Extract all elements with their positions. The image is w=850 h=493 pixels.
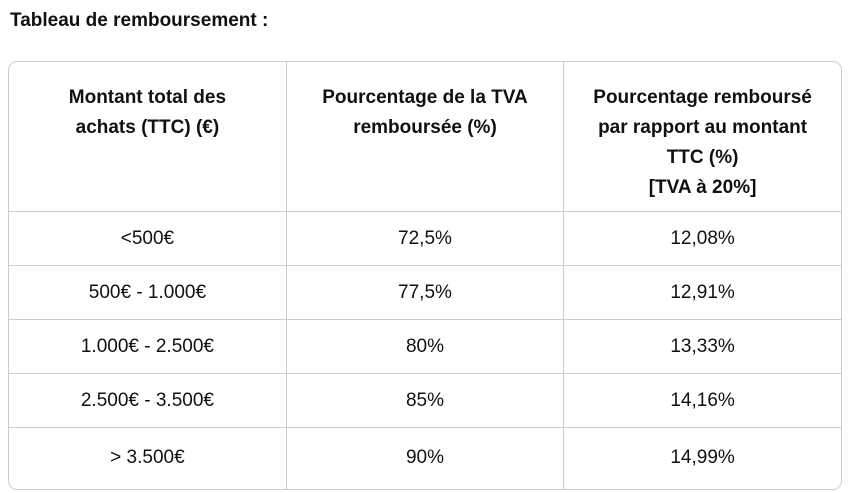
table-row: 2.500€ - 3.500€ 85% 14,16% bbox=[9, 373, 841, 428]
table-cell: 2.500€ - 3.500€ bbox=[9, 373, 287, 428]
column-header: Pourcentage de la TVA remboursée (%) bbox=[286, 62, 565, 212]
table-cell: > 3.500€ bbox=[9, 427, 287, 489]
header-row: Montant total des achats (TTC) (€) Pource… bbox=[9, 62, 841, 212]
table-cell: 80% bbox=[286, 319, 565, 374]
table-cell: 14,16% bbox=[563, 373, 841, 428]
table-cell: 500€ - 1.000€ bbox=[9, 265, 287, 320]
table-cell: <500€ bbox=[9, 211, 287, 266]
table-cell: 12,91% bbox=[563, 265, 841, 320]
reimbursement-table: Montant total des achats (TTC) (€) Pource… bbox=[9, 62, 841, 489]
column-header: Pourcentage remboursé par rapport au mon… bbox=[563, 62, 841, 212]
table-cell: 14,99% bbox=[670, 447, 735, 469]
table-cell: 90% bbox=[286, 427, 565, 489]
table-cell: 77,5% bbox=[286, 265, 565, 320]
table-cell: 12,08% bbox=[563, 211, 841, 266]
reimbursement-table-container: Montant total des achats (TTC) (€) Pource… bbox=[8, 61, 842, 490]
table-header: Montant total des achats (TTC) (€) Pource… bbox=[9, 62, 841, 212]
table-row: > 3.500€ 90% 14,99% bbox=[9, 427, 841, 489]
table-row: 1.000€ - 2.500€ 80% 13,33% bbox=[9, 319, 841, 374]
page-title: Tableau de remboursement : bbox=[10, 10, 269, 31]
table-cell: 85% bbox=[286, 373, 565, 428]
table-cell: 72,5% bbox=[286, 211, 565, 266]
table-row: 500€ - 1.000€ 77,5% 12,91% bbox=[9, 265, 841, 320]
table-body: <500€ 72,5% 12,08% 500€ - 1.000€ 77,5% 12,91%… bbox=[9, 211, 841, 489]
table-cell: 1.000€ - 2.500€ bbox=[9, 319, 287, 374]
table-row: <500€ 72,5% 12,08% bbox=[9, 211, 841, 266]
column-header: Montant total des achats (TTC) (€) bbox=[9, 62, 287, 212]
table-cell: 13,33% bbox=[563, 319, 841, 374]
